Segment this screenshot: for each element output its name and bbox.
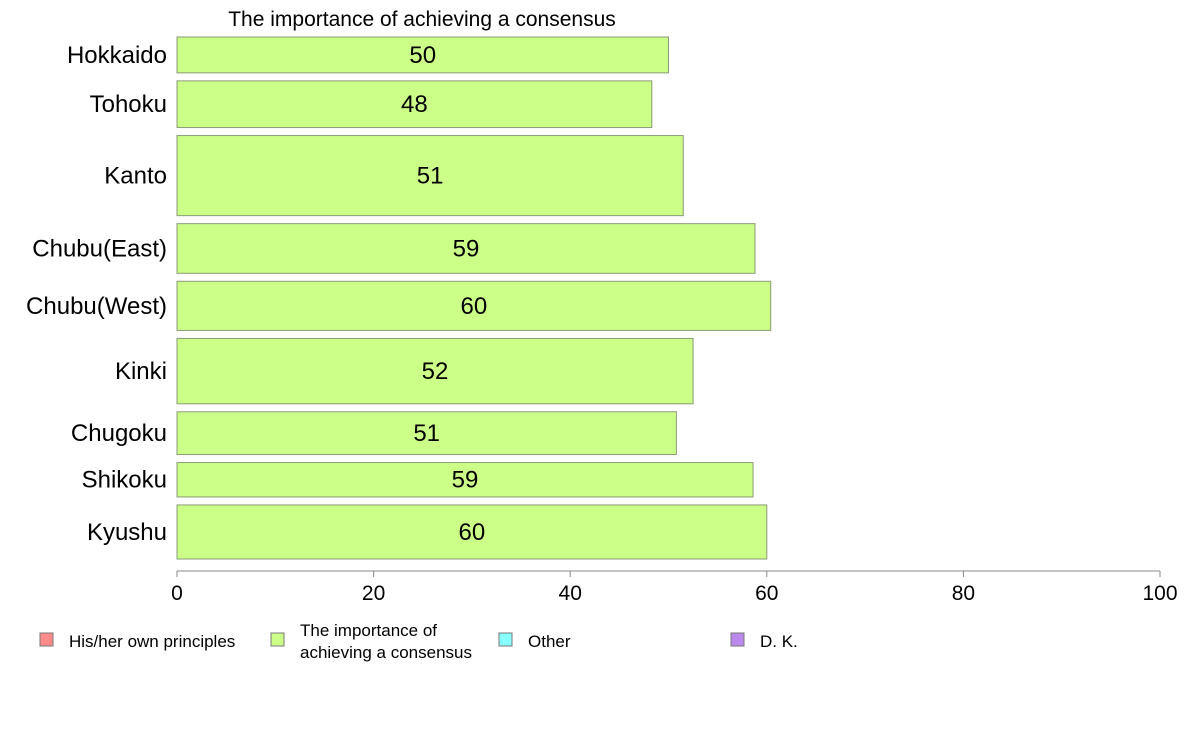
bar-chubu-west (176, 280, 772, 331)
bar-kyushu (176, 504, 768, 560)
value-label: 51 (417, 163, 444, 190)
bar-shikoku (176, 462, 754, 498)
bar-chugoku (176, 411, 677, 456)
value-label: 52 (422, 358, 449, 385)
value-label: 60 (461, 293, 488, 320)
legend-swatch (270, 632, 285, 647)
x-tick-label: 20 (362, 582, 385, 605)
chart-title: The importance of achieving a consensus (228, 8, 616, 31)
bars-group: Hokkaido 50 Tohoku 48 Kanto 51 Chubu(East) 59 Ch… (26, 36, 772, 560)
value-label: 50 (409, 42, 436, 69)
category-label: Shikoku (82, 467, 167, 494)
value-label: 48 (401, 91, 428, 118)
x-tick-label: 80 (952, 582, 975, 605)
legend: His/her own principles The importance of a… (39, 621, 798, 662)
legend-label: Other (528, 632, 571, 651)
x-tick-label: 0 (171, 582, 183, 605)
legend-swatch (498, 632, 513, 647)
value-label: 59 (452, 467, 479, 494)
category-label: Chugoku (71, 420, 167, 447)
x-tick-label: 60 (755, 582, 778, 605)
category-label: Chubu(West) (26, 293, 167, 320)
bar-kanto (176, 135, 684, 217)
bar-chubu-east (176, 223, 756, 274)
bar-tohoku (176, 80, 653, 129)
x-tick-label: 100 (1142, 582, 1177, 605)
category-label: Kyushu (87, 519, 167, 546)
x-tick-label: 40 (559, 582, 582, 605)
legend-swatch (730, 632, 745, 647)
legend-label: The importance of achieving a consensus (300, 621, 472, 662)
value-label: 60 (459, 519, 486, 546)
category-label: Chubu(East) (32, 235, 167, 262)
legend-swatch (39, 632, 54, 647)
category-label: Kanto (104, 163, 167, 190)
bar-hokkaido (176, 36, 669, 74)
legend-label: His/her own principles (69, 632, 235, 651)
value-label: 51 (413, 420, 440, 447)
category-label: Tohoku (90, 91, 167, 118)
bar-kinki (176, 337, 694, 405)
category-label: Hokkaido (67, 42, 167, 69)
value-label: 59 (453, 235, 480, 262)
category-label: Kinki (115, 358, 167, 385)
legend-label: D. K. (760, 632, 798, 651)
x-axis: 0 20 40 60 80 100 (171, 570, 1178, 605)
